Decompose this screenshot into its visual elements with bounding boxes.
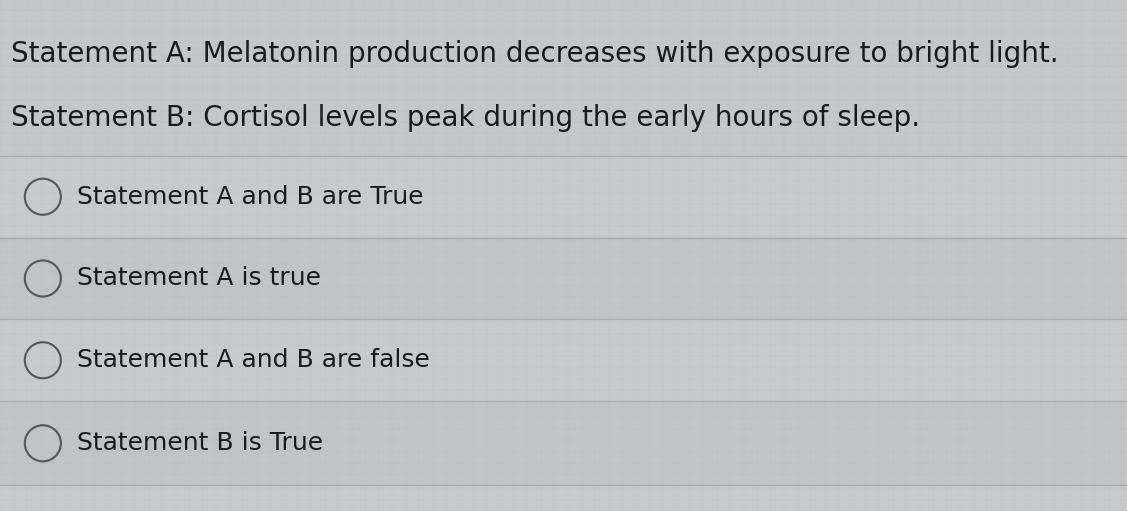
Text: Statement B: Cortisol levels peak during the early hours of sleep.: Statement B: Cortisol levels peak during…: [11, 104, 921, 131]
Text: Statement A: Melatonin production decreases with exposure to bright light.: Statement A: Melatonin production decrea…: [11, 40, 1059, 67]
Text: Statement A and B are True: Statement A and B are True: [77, 185, 424, 208]
FancyBboxPatch shape: [0, 319, 1127, 401]
FancyBboxPatch shape: [0, 156, 1127, 238]
Text: Statement A is true: Statement A is true: [77, 267, 321, 290]
Text: Statement B is True: Statement B is True: [77, 431, 322, 455]
FancyBboxPatch shape: [0, 401, 1127, 485]
Text: Statement A and B are false: Statement A and B are false: [77, 349, 429, 372]
FancyBboxPatch shape: [0, 238, 1127, 319]
FancyBboxPatch shape: [0, 0, 1127, 156]
